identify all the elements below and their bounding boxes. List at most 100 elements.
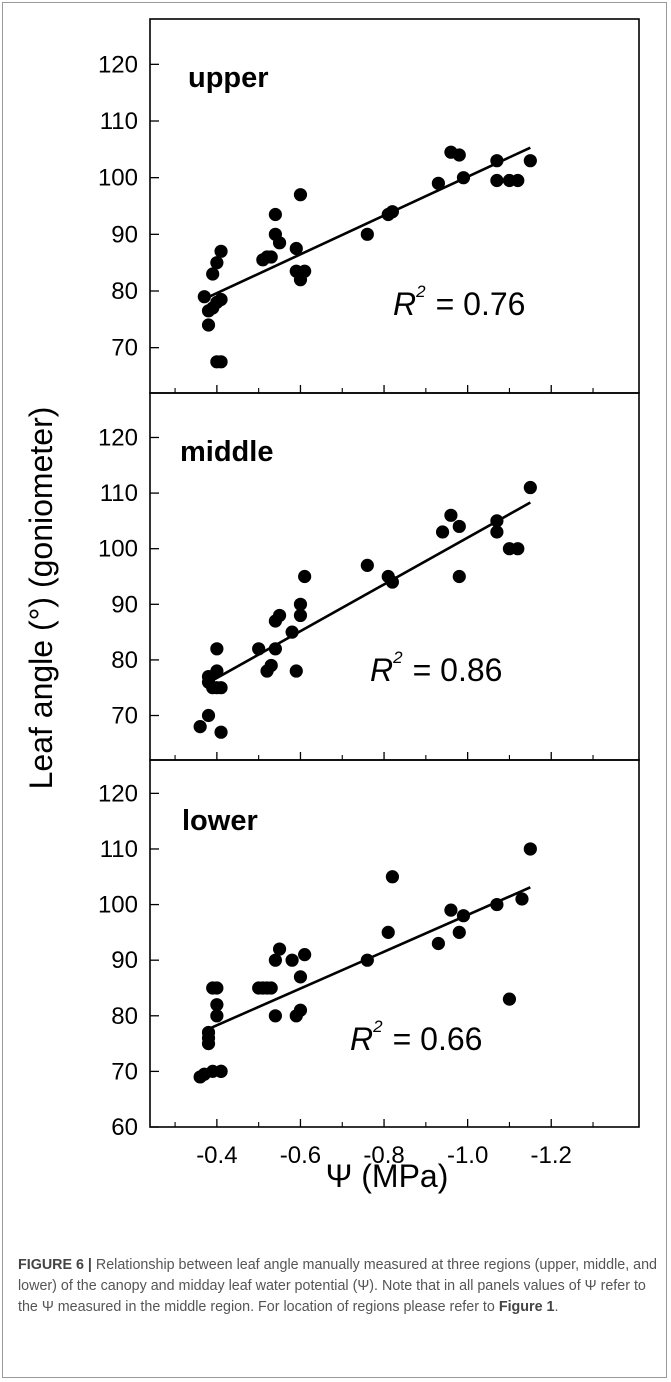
data-point [210,664,224,678]
data-point [381,925,395,939]
data-point [201,708,216,723]
x-axis-title: Ψ (MPa) [326,1158,449,1194]
panel-upper: 70 80 90 100 110 120 upper R2 = 0.76 [98,18,640,394]
data-point [285,953,299,967]
data-point [452,519,466,534]
chart-figure: Leaf angle (°) (goniometer) 70 80 90 100 110… [23,18,640,1194]
data-point [298,264,312,278]
y-tick-label: 80 [111,647,138,674]
x-tick-label: -0.6 [280,1142,321,1169]
y-axis-title-group: Leaf angle (°) (goniometer) [23,407,59,790]
y-tick-label: 100 [98,892,138,919]
data-point [490,897,504,912]
data-point [431,936,445,951]
data-point [385,575,400,589]
data-point [285,625,299,639]
panel-label: upper [188,62,269,94]
y-tick-label: 90 [111,947,138,974]
data-point [272,942,287,956]
data-point [193,720,207,734]
data-point [490,154,504,168]
figure-caption: FIGURE 6 | Relationship between leaf ang… [18,1255,658,1318]
data-point [201,1031,216,1045]
data-point [452,569,466,584]
data-point [490,173,504,188]
data-point [293,1003,308,1017]
y-tick-label: 100 [98,165,138,192]
y-tick-label: 90 [111,221,138,248]
data-point [360,953,374,967]
caption-figure-link[interactable]: Figure 1 [498,1299,555,1315]
data-point [456,171,471,185]
data-point [272,236,287,250]
y-tick-label: 80 [111,278,138,305]
y-tick-label: 110 [100,108,138,135]
data-point [210,998,224,1012]
data-point [210,642,224,656]
data-point [385,870,400,884]
data-point [214,355,228,369]
y-axis-title: Leaf angle (°) (goniometer) [23,407,59,790]
y-tick-label: 100 [98,536,138,563]
y-tick-label: 90 [111,591,138,618]
data-point [360,227,374,241]
caption-end: . [554,1299,559,1315]
data-point [264,250,278,264]
data-point [293,608,308,623]
r-squared-label: R2 = 0.86 [370,648,502,688]
data-point [298,948,312,962]
data-point [214,244,228,258]
r-squared-label: R2 = 0.66 [350,1017,482,1057]
x-tick-label: -0.4 [196,1142,237,1169]
data-point [293,597,308,611]
y-tick-label: 120 [98,780,138,807]
data-point [210,1009,224,1023]
data-point [264,658,278,673]
x-tick-label: -0.8 [363,1142,404,1169]
caption-label: FIGURE 6 | [18,1257,92,1273]
data-point [452,148,466,162]
data-point [298,569,312,584]
data-point [511,542,525,556]
data-point [214,1064,228,1078]
data-point [515,892,529,906]
y-tick-label: 110 [100,480,138,507]
data-point [268,953,282,967]
panel-lower: 60 70 80 90 100 110 120 -0.4 -0.6 -0.8 -1.0 -1.2 low… [98,759,640,1169]
y-tick-label: 120 [98,51,138,78]
data-point [456,909,471,923]
data-point [502,992,517,1006]
x-tick-label: -1.2 [531,1142,572,1169]
data-point [252,642,266,656]
y-tick-label: 80 [111,1003,138,1030]
data-point [206,267,220,281]
data-point [385,205,400,219]
data-point [490,525,504,539]
data-point [293,188,308,202]
data-point [197,290,211,304]
panel-frame [149,759,640,1128]
data-point [268,207,282,222]
data-point [210,981,224,995]
data-point [272,608,287,623]
y-tick-label: 70 [111,1058,138,1085]
y-tick-label: 70 [111,335,138,362]
data-point [289,664,303,678]
panel-middle: 70 80 90 100 110 120 middle R2 = 0.86 [98,392,640,761]
data-point [523,480,537,495]
y-tick-label: 70 [111,703,138,730]
panel-label: middle [180,436,273,468]
y-tick-label: 110 [100,836,138,863]
data-point [214,292,228,307]
data-point [210,256,224,270]
data-point [444,508,458,522]
data-point [268,642,282,656]
data-point [214,681,228,695]
data-point [523,842,537,856]
data-point [431,176,445,190]
x-tick-label: -1.0 [447,1142,488,1169]
data-point [435,525,450,539]
data-point [360,558,374,572]
data-point [264,981,278,995]
